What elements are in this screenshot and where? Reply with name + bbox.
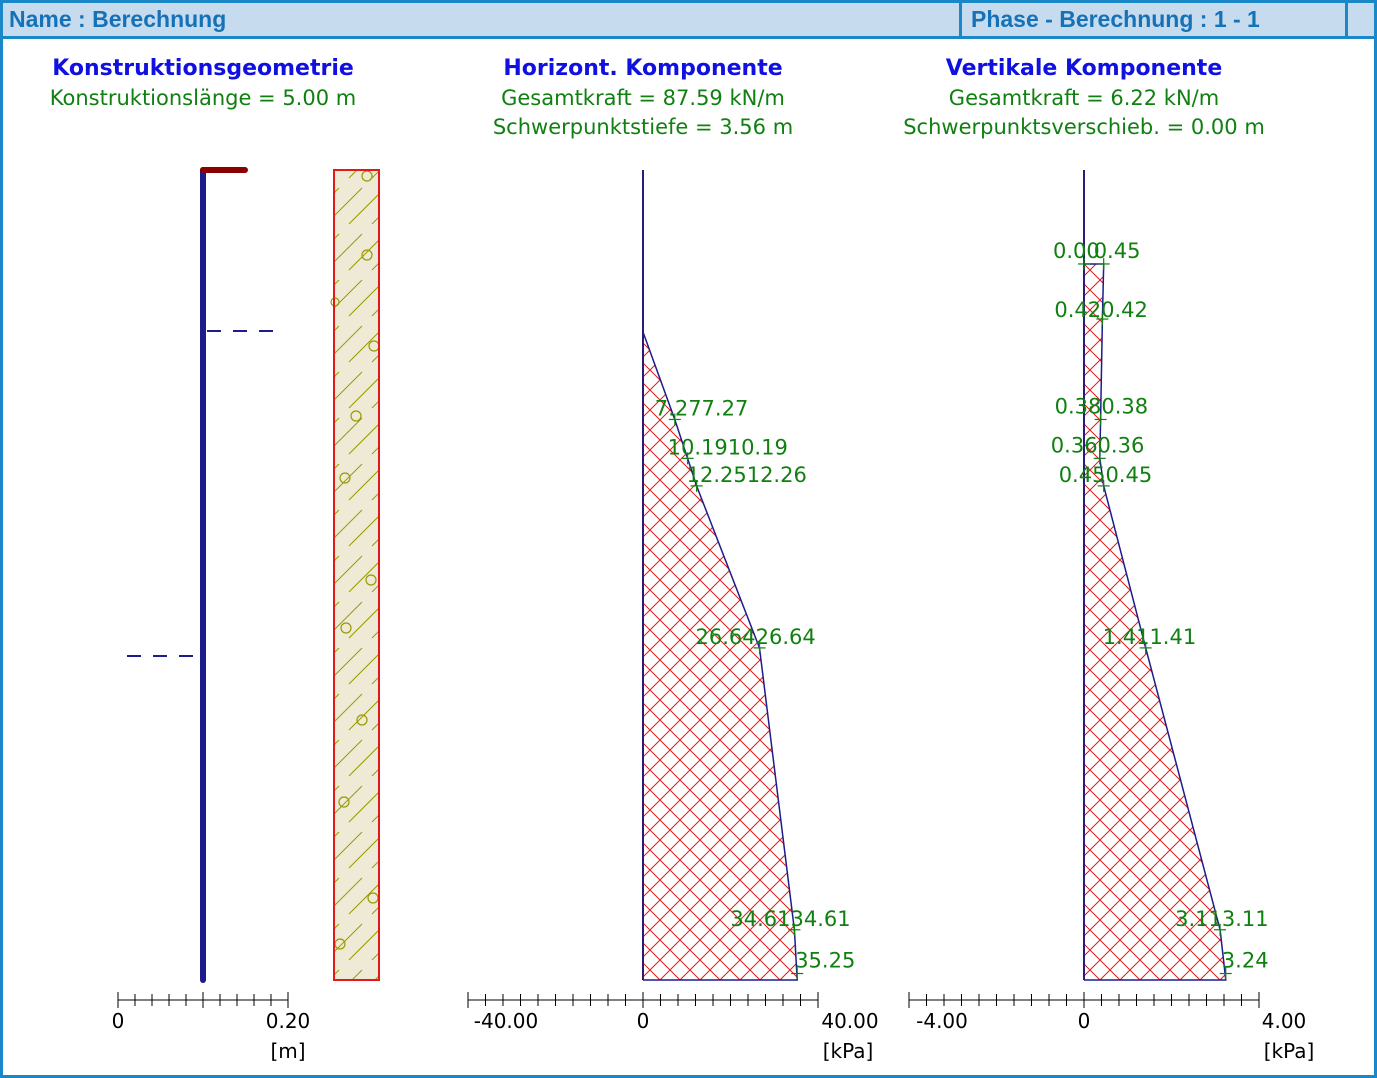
header-bar: Name : Berechnung Phase - Berechnung : 1… [3, 3, 1374, 39]
v-value-label: 0.450.45 [1059, 463, 1153, 487]
v-value-label: 3.113.11 [1175, 907, 1269, 931]
soil-column [330, 169, 380, 981]
v-value-point: 0.420.42 [1054, 298, 1148, 326]
h-value-point: 26.6426.64 [696, 625, 816, 654]
h-value-label: 35.25 [795, 949, 855, 973]
h-value-point: 34.6134.61 [730, 907, 851, 936]
vertical-centroid-shift: Schwerpunktsverschieb. = 0.00 m [903, 115, 1265, 139]
h-value-label: 7.277.27 [655, 397, 749, 421]
horizontal-title: Horizont. Komponente [503, 56, 782, 81]
h-value-label: 12.2512.26 [687, 463, 807, 487]
vertical-tick-0: 0 [1078, 1009, 1091, 1033]
v-value-point: 3.113.11 [1175, 907, 1269, 936]
h-value-point: 7.277.27 [655, 397, 749, 426]
vertical-total-force: Gesamtkraft = 6.22 kN/m [949, 86, 1219, 110]
horizontal-pressure-area [643, 170, 798, 980]
horizontal-total-force: Gesamtkraft = 87.59 kN/m [501, 86, 785, 110]
h-value-label: 10.1910.19 [668, 435, 788, 459]
header-phase: Phase - Berechnung : 1 - 1 [971, 6, 1260, 32]
horizontal-tick-min: -40.00 [474, 1009, 538, 1033]
v-value-label: 0.380.38 [1055, 395, 1149, 419]
geometry-panel: Konstruktionsgeometrie Konstruktionsläng… [50, 56, 380, 1063]
vertical-unit: [kPa] [1264, 1039, 1315, 1063]
v-value-label: 0.360.36 [1051, 433, 1145, 457]
vertical-title: Vertikale Komponente [946, 56, 1223, 81]
h-value-label: 26.6426.64 [696, 625, 816, 649]
geometry-tick-0: 0 [112, 1009, 125, 1033]
v-value-point: 0.00 [1053, 239, 1100, 270]
horizontal-axis: -40.00 0 40.00 [kPa] [467, 992, 879, 1063]
horizontal-unit: [kPa] [823, 1039, 874, 1063]
v-value-label: 0.420.42 [1054, 298, 1148, 322]
h-value-point: 10.1910.19 [668, 435, 788, 465]
geometry-unit: [m] [270, 1039, 305, 1063]
v-value-label: 3.24 [1222, 949, 1269, 973]
v-value-point: 0.450.45 [1059, 463, 1153, 492]
h-value-point: 35.25 [791, 949, 855, 980]
v-value-point: 1.411.41 [1103, 625, 1197, 654]
vertical-tick-min: -4.00 [916, 1009, 968, 1033]
geometry-title: Konstruktionsgeometrie [52, 56, 354, 81]
vertical-tick-max: 4.00 [1262, 1009, 1307, 1033]
horizontal-tick-max: 40.00 [821, 1009, 878, 1033]
vertical-pressure-area [1084, 170, 1226, 980]
v-value-point: 0.380.38 [1055, 395, 1149, 426]
v-value-point: 0.360.36 [1051, 433, 1145, 465]
geometry-length-info: Konstruktionslänge = 5.00 m [50, 86, 356, 110]
v-value-point: 0.45 [1094, 239, 1141, 270]
v-value-point: 3.24 [1219, 949, 1269, 980]
horizontal-centroid-depth: Schwerpunktstiefe = 3.56 m [493, 115, 793, 139]
soil-border [333, 169, 380, 981]
header-divider-right [1345, 3, 1348, 36]
geometry-tick-max: 0.20 [266, 1009, 311, 1033]
header-divider [959, 3, 962, 36]
vertical-panel: Vertikale Komponente Gesamtkraft = 6.22 … [903, 56, 1314, 1063]
h-value-label: 34.6134.61 [730, 907, 850, 931]
v-value-label: 0.45 [1094, 239, 1141, 263]
horizontal-panel: Horizont. Komponente Gesamtkraft = 87.59… [467, 56, 879, 1063]
horizontal-tick-0: 0 [637, 1009, 650, 1033]
vertical-axis: -4.00 0 4.00 [kPa] [908, 992, 1315, 1063]
v-value-label: 0.00 [1053, 239, 1100, 263]
header-name: Name : Berechnung [9, 6, 227, 32]
geometry-axis: 0 0.20 [m] [112, 992, 311, 1063]
v-value-label: 1.411.41 [1103, 625, 1197, 649]
h-value-point: 12.2512.26 [687, 463, 807, 492]
